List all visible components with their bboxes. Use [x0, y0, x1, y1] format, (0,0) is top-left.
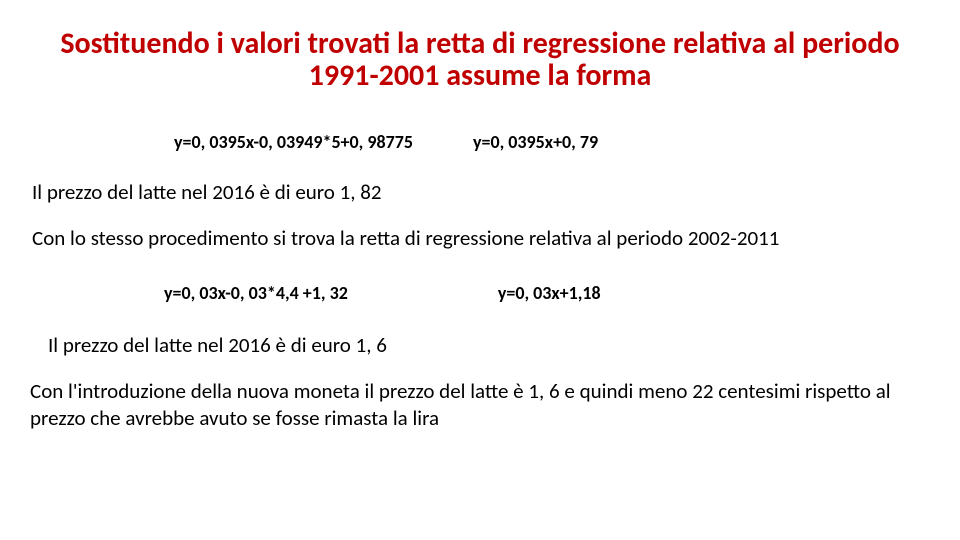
equation-1-left: y=0, 0395x-0, 03949*5+0, 98775 [174, 131, 413, 153]
paragraph-1: Il prezzo del latte nel 2016 è di euro 1… [32, 179, 936, 205]
title-line-2: 1991-2001 assume la forma [309, 57, 652, 94]
paragraph-2: Con lo stesso procedimento si trova la r… [32, 225, 936, 251]
slide-container: Sostituendo i valori trovati la retta di… [0, 0, 960, 540]
equation-row-1: y=0, 0395x-0, 03949*5+0, 98775 y=0, 0395… [174, 131, 936, 153]
equation-2-right: y=0, 03x+1,18 [498, 282, 601, 304]
equation-1-right: y=0, 0395x+0, 79 [473, 131, 598, 153]
equation-row-2: y=0, 03x-0, 03*4,4 +1, 32 y=0, 03x+1,18 [164, 282, 936, 304]
paragraph-4: Con l'introduzione della nuova moneta il… [30, 378, 930, 433]
equation-2-left: y=0, 03x-0, 03*4,4 +1, 32 [164, 282, 348, 304]
paragraph-3: Il prezzo del latte nel 2016 è di euro 1… [48, 332, 936, 358]
slide-title: Sostituendo i valori trovati la retta di… [24, 28, 936, 91]
